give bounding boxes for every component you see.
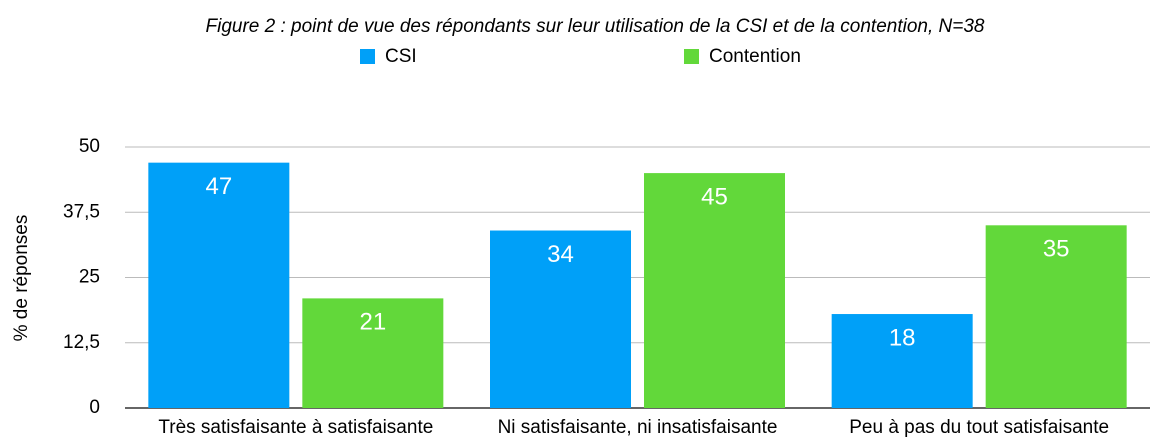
x-tick-label: Ni satisfaisante, ni insatisfaisante bbox=[498, 417, 778, 438]
bar bbox=[148, 162, 290, 408]
bar bbox=[302, 298, 444, 408]
value-label: 35 bbox=[1043, 236, 1070, 263]
value-label: 47 bbox=[205, 173, 232, 200]
legend-label: Contention bbox=[709, 46, 801, 67]
y-axis-label: % de réponses bbox=[11, 215, 32, 342]
y-tick-label: 50 bbox=[79, 136, 100, 157]
value-label: 18 bbox=[889, 324, 916, 351]
x-tick-label: Très satisfaisante à satisfaisante bbox=[158, 417, 433, 438]
bar bbox=[831, 314, 973, 408]
x-tick-label: Peu à pas du tout satisfaisante bbox=[849, 417, 1109, 438]
y-tick-label: 0 bbox=[89, 397, 100, 418]
value-label: 45 bbox=[701, 183, 728, 210]
legend-swatch bbox=[360, 49, 375, 64]
y-tick-label: 37,5 bbox=[63, 201, 100, 222]
legend-swatch bbox=[684, 49, 699, 64]
bar bbox=[490, 230, 631, 408]
value-label: 21 bbox=[359, 309, 386, 336]
legend-label: CSI bbox=[385, 46, 417, 67]
y-tick-label: 25 bbox=[79, 267, 100, 288]
y-tick-label: 12,5 bbox=[63, 332, 100, 353]
bar bbox=[644, 173, 785, 408]
chart-title: Figure 2 : point de vue des répondants s… bbox=[206, 16, 985, 37]
value-label: 34 bbox=[547, 241, 574, 268]
bar bbox=[985, 225, 1127, 408]
